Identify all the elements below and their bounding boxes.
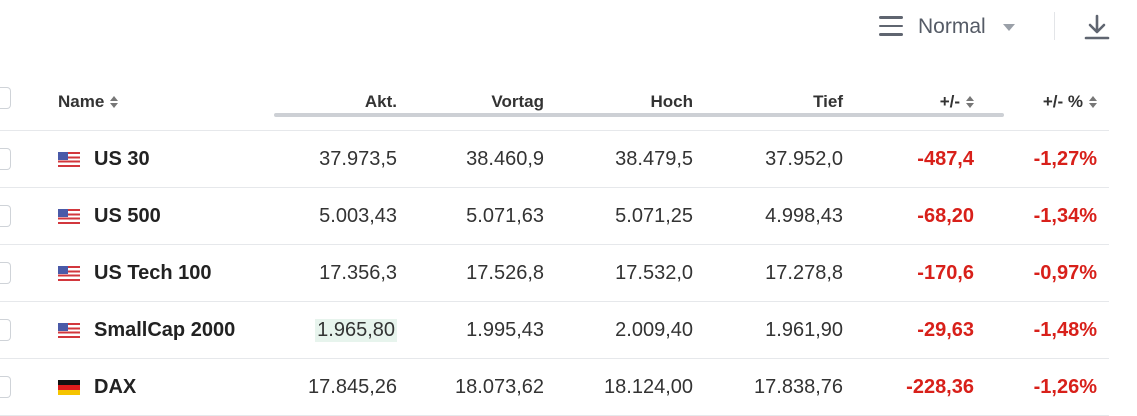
akt-value: 17.356,3 (319, 261, 397, 284)
sort-icon[interactable] (1089, 96, 1097, 108)
vortag-value: 38.460,9 (466, 147, 544, 170)
instrument-name[interactable]: US 500 (94, 204, 161, 227)
table-row[interactable]: US Tech 100 17.356,3 17.526,8 17.532,0 1… (0, 245, 1109, 302)
change-pct-value: -1,48% (1033, 318, 1097, 341)
akt-value: 1.965,80 (315, 302, 397, 358)
name-cell[interactable]: US 30 (58, 131, 150, 187)
vortag-value: 18.073,62 (455, 375, 544, 398)
hoch-value: 18.124,00 (604, 375, 693, 398)
vortag-value: 5.071,63 (466, 204, 544, 227)
germany-flag-icon (58, 379, 80, 395)
tief-value: 1.961,90 (765, 318, 843, 341)
table-row[interactable]: SmallCap 2000 1.965,80 1.995,43 2.009,40… (0, 302, 1109, 359)
change-value: -68,20 (917, 204, 974, 227)
view-mode-label: Normal (918, 15, 986, 38)
tief-value: 4.998,43 (765, 204, 843, 227)
change-value: -170,6 (917, 261, 974, 284)
instrument-name[interactable]: US 30 (94, 147, 150, 170)
price-update-highlight: 1.965,80 (315, 318, 397, 342)
toolbar: Normal (0, 0, 1137, 56)
indices-table: Name Akt. Vortag Hoch Tief +/- +/- % US … (0, 74, 1109, 416)
us-flag-icon (58, 151, 80, 167)
row-checkbox[interactable] (0, 319, 11, 341)
us-flag-icon (58, 265, 80, 281)
instrument-name[interactable]: DAX (94, 375, 137, 398)
instrument-name[interactable]: US Tech 100 (94, 261, 212, 284)
table-row[interactable]: US 500 5.003,43 5.071,63 5.071,25 4.998,… (0, 188, 1109, 245)
tief-value: 37.952,0 (765, 147, 843, 170)
akt-value: 5.003,43 (319, 204, 397, 227)
vortag-value: 1.995,43 (466, 318, 544, 341)
tief-value: 17.278,8 (765, 261, 843, 284)
akt-value: 17.845,26 (308, 375, 397, 398)
change-pct-value: -1,34% (1033, 204, 1097, 227)
toolbar-divider (1054, 12, 1055, 40)
table-row[interactable]: DAX 17.845,26 18.073,62 18.124,00 17.838… (0, 359, 1109, 416)
table-row[interactable]: US 30 37.973,5 38.460,9 38.479,5 37.952,… (0, 131, 1109, 188)
hoch-value: 2.009,40 (615, 318, 693, 341)
change-value: -487,4 (917, 147, 974, 170)
row-checkbox[interactable] (0, 376, 11, 398)
us-flag-icon (58, 322, 80, 338)
name-cell[interactable]: DAX (58, 359, 136, 415)
instrument-name[interactable]: SmallCap 2000 (94, 318, 236, 341)
row-checkbox[interactable] (0, 205, 11, 227)
row-checkbox[interactable] (0, 262, 11, 284)
column-header-name[interactable]: Name (58, 74, 119, 130)
column-header-change[interactable]: +/- (940, 74, 974, 130)
column-header-akt[interactable]: Akt. (364, 92, 397, 111)
change-pct-value: -0,97% (1033, 261, 1097, 284)
change-value: -29,63 (917, 318, 974, 341)
change-pct-value: -1,26% (1033, 375, 1097, 398)
hoch-value: 38.479,5 (615, 147, 693, 170)
select-all-checkbox[interactable] (0, 87, 11, 109)
sort-icon[interactable] (966, 96, 974, 108)
view-mode-select[interactable]: Normal (918, 14, 1015, 40)
list-menu-icon[interactable] (879, 16, 903, 38)
change-pct-value: -1,27% (1033, 147, 1097, 170)
name-cell[interactable]: US 500 (58, 188, 161, 244)
column-header-vortag[interactable]: Vortag (491, 92, 544, 111)
tief-value: 17.838,76 (754, 375, 843, 398)
chevron-down-icon (1002, 23, 1015, 31)
name-cell[interactable]: US Tech 100 (58, 245, 211, 301)
akt-value: 37.973,5 (319, 147, 397, 170)
horizontal-scrollbar[interactable] (274, 113, 1004, 117)
hoch-value: 17.532,0 (615, 261, 693, 284)
hoch-value: 5.071,25 (615, 204, 693, 227)
download-icon[interactable] (1084, 13, 1110, 41)
column-header-hoch[interactable]: Hoch (650, 92, 694, 111)
column-header-tief[interactable]: Tief (813, 92, 843, 111)
column-header-change-pct[interactable]: +/- % (1043, 74, 1097, 130)
row-checkbox[interactable] (0, 148, 11, 170)
sort-icon[interactable] (110, 96, 119, 108)
vortag-value: 17.526,8 (466, 261, 544, 284)
name-cell[interactable]: SmallCap 2000 (58, 302, 235, 358)
us-flag-icon (58, 208, 80, 224)
change-value: -228,36 (906, 375, 974, 398)
table-header: Name Akt. Vortag Hoch Tief +/- +/- % (0, 74, 1109, 131)
